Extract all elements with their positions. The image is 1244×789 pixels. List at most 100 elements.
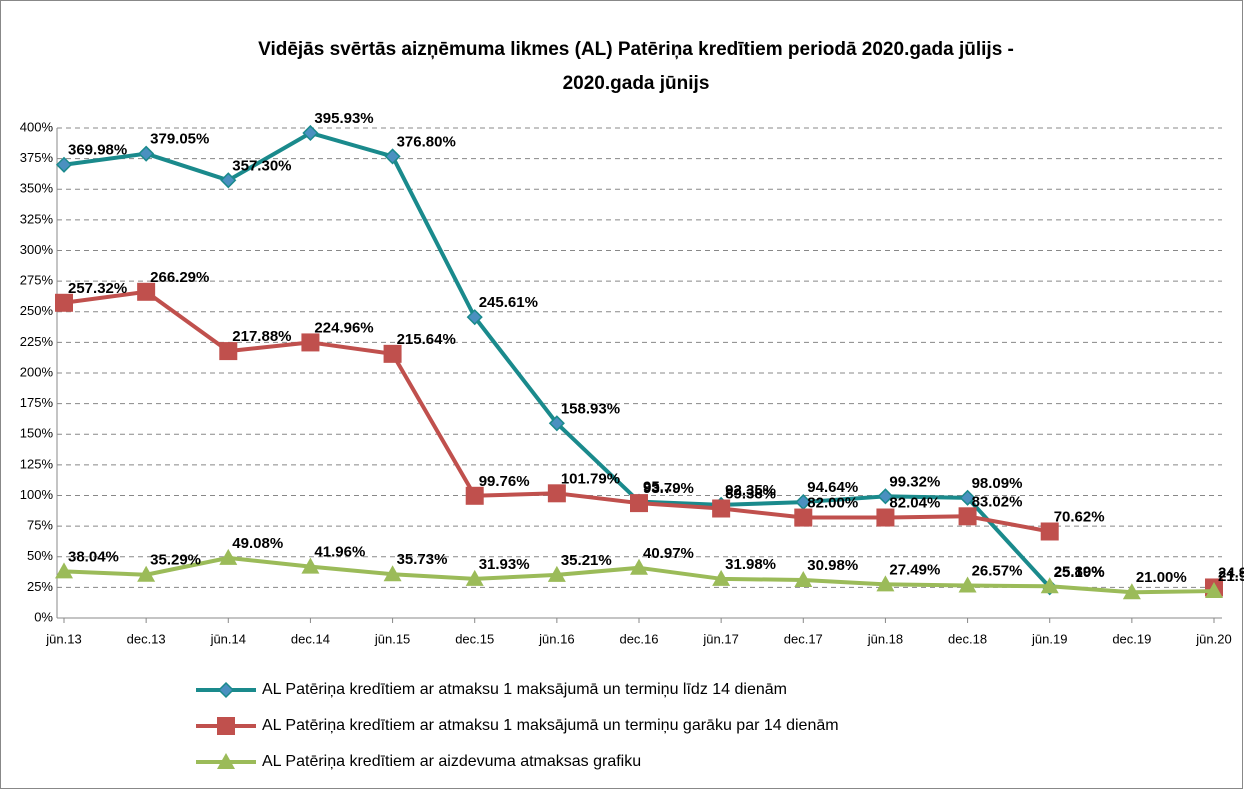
data-label: 82.04% [889,494,940,511]
data-label: 224.96% [314,319,373,336]
marker [794,508,813,527]
marker [630,558,648,575]
y-tick-label: 150% [20,426,54,441]
marker [712,569,731,586]
y-tick-label: 175% [20,395,54,410]
x-tick-label: dec.17 [784,631,823,646]
data-label: 82.00% [807,495,858,512]
data-label: 357.30% [232,157,291,174]
data-label: 40.97% [643,545,694,562]
data-label: 245.61% [479,294,538,311]
marker [465,569,484,586]
marker [219,548,238,565]
data-label: 99.32% [889,473,940,490]
data-label: 376.80% [397,133,456,150]
data-label: 41.96% [314,544,365,561]
marker [958,576,977,593]
data-label: 93.79% [643,480,694,497]
data-label: 158.93% [561,400,620,417]
y-tick-label: 100% [20,487,54,502]
y-tick-label: 50% [27,548,53,563]
data-label: 35.73% [397,551,448,568]
x-tick-label: dec.13 [127,631,166,646]
y-tick-label: 250% [20,303,54,318]
marker [217,753,235,769]
marker [465,486,484,505]
marker [217,681,235,699]
legend-label: AL Patēriņa kredītiem ar aizdevuma atmak… [262,753,641,770]
data-label: 95.... [643,479,676,496]
data-label: 35.29% [150,552,201,569]
marker [712,499,731,518]
legend-label: AL Patēriņa kredītiem ar atmaksu 1 maksā… [262,717,839,734]
data-label: 25.89% [1054,563,1105,580]
data-label: 70.62% [1054,508,1105,525]
data-label: 369.98% [68,142,127,159]
chart-subtitle: 2020.gada jūnijs [563,73,710,94]
y-tick-label: 225% [20,334,54,349]
y-tick-label: 400% [20,119,54,134]
marker [1040,522,1059,541]
x-tick-label: dec.14 [291,631,330,646]
marker [959,489,976,506]
marker [55,156,73,173]
data-label: 24.92% [1218,564,1244,581]
marker [383,565,402,582]
x-tick-label: dec.16 [619,631,658,646]
x-tick-label: jūn.15 [374,631,410,646]
x-tick-label: jūn.20 [1195,631,1231,646]
y-tick-label: 25% [27,579,53,594]
marker [301,557,320,574]
data-label: 266.29% [150,269,209,286]
data-label: 215.64% [397,331,456,348]
marker [384,148,401,165]
legend-label: AL Patēriņa kredītiem ar atmaksu 1 maksā… [262,681,787,698]
y-tick-label: 275% [20,273,54,288]
marker [55,293,73,312]
data-label: 395.93% [314,110,373,127]
data-label: 31.98% [725,556,776,573]
y-tick-label: 300% [20,242,54,257]
data-label: 21.99% [1218,568,1244,585]
data-label: 27.49% [889,561,940,578]
marker [548,415,565,432]
data-label: 89.38% [725,485,776,502]
marker [1122,583,1141,600]
x-tick-label: jūn.16 [538,631,574,646]
marker [217,717,235,735]
data-label: 30.98% [807,557,858,574]
data-label: 35.21% [561,552,612,569]
data-label: 21.00% [1136,569,1187,586]
marker [55,562,73,579]
data-label: 99.76% [479,473,530,490]
marker [220,172,237,189]
marker [876,575,895,592]
data-label: 26.57% [972,562,1023,579]
x-tick-label: dec.19 [1112,631,1151,646]
data-label: 217.88% [232,328,291,345]
x-tick-label: dec.15 [455,631,494,646]
x-tick-label: dec.18 [948,631,987,646]
y-tick-label: 375% [20,150,54,165]
x-tick-label: jūn.14 [210,631,246,646]
marker [137,282,156,301]
marker [383,344,402,363]
marker [138,145,155,162]
marker [877,488,894,505]
marker [958,507,977,526]
marker [137,565,156,582]
data-label: 98.09% [972,475,1023,492]
y-tick-label: 0% [34,609,53,624]
marker [876,508,895,527]
marker [219,342,238,361]
x-tick-label: jūn.18 [867,631,903,646]
y-tick-label: 75% [27,518,53,533]
marker [1205,582,1223,599]
marker [466,309,483,326]
data-label: 49.08% [232,535,283,552]
data-label: 379.05% [150,131,209,148]
marker [1040,577,1059,594]
marker [547,565,566,582]
